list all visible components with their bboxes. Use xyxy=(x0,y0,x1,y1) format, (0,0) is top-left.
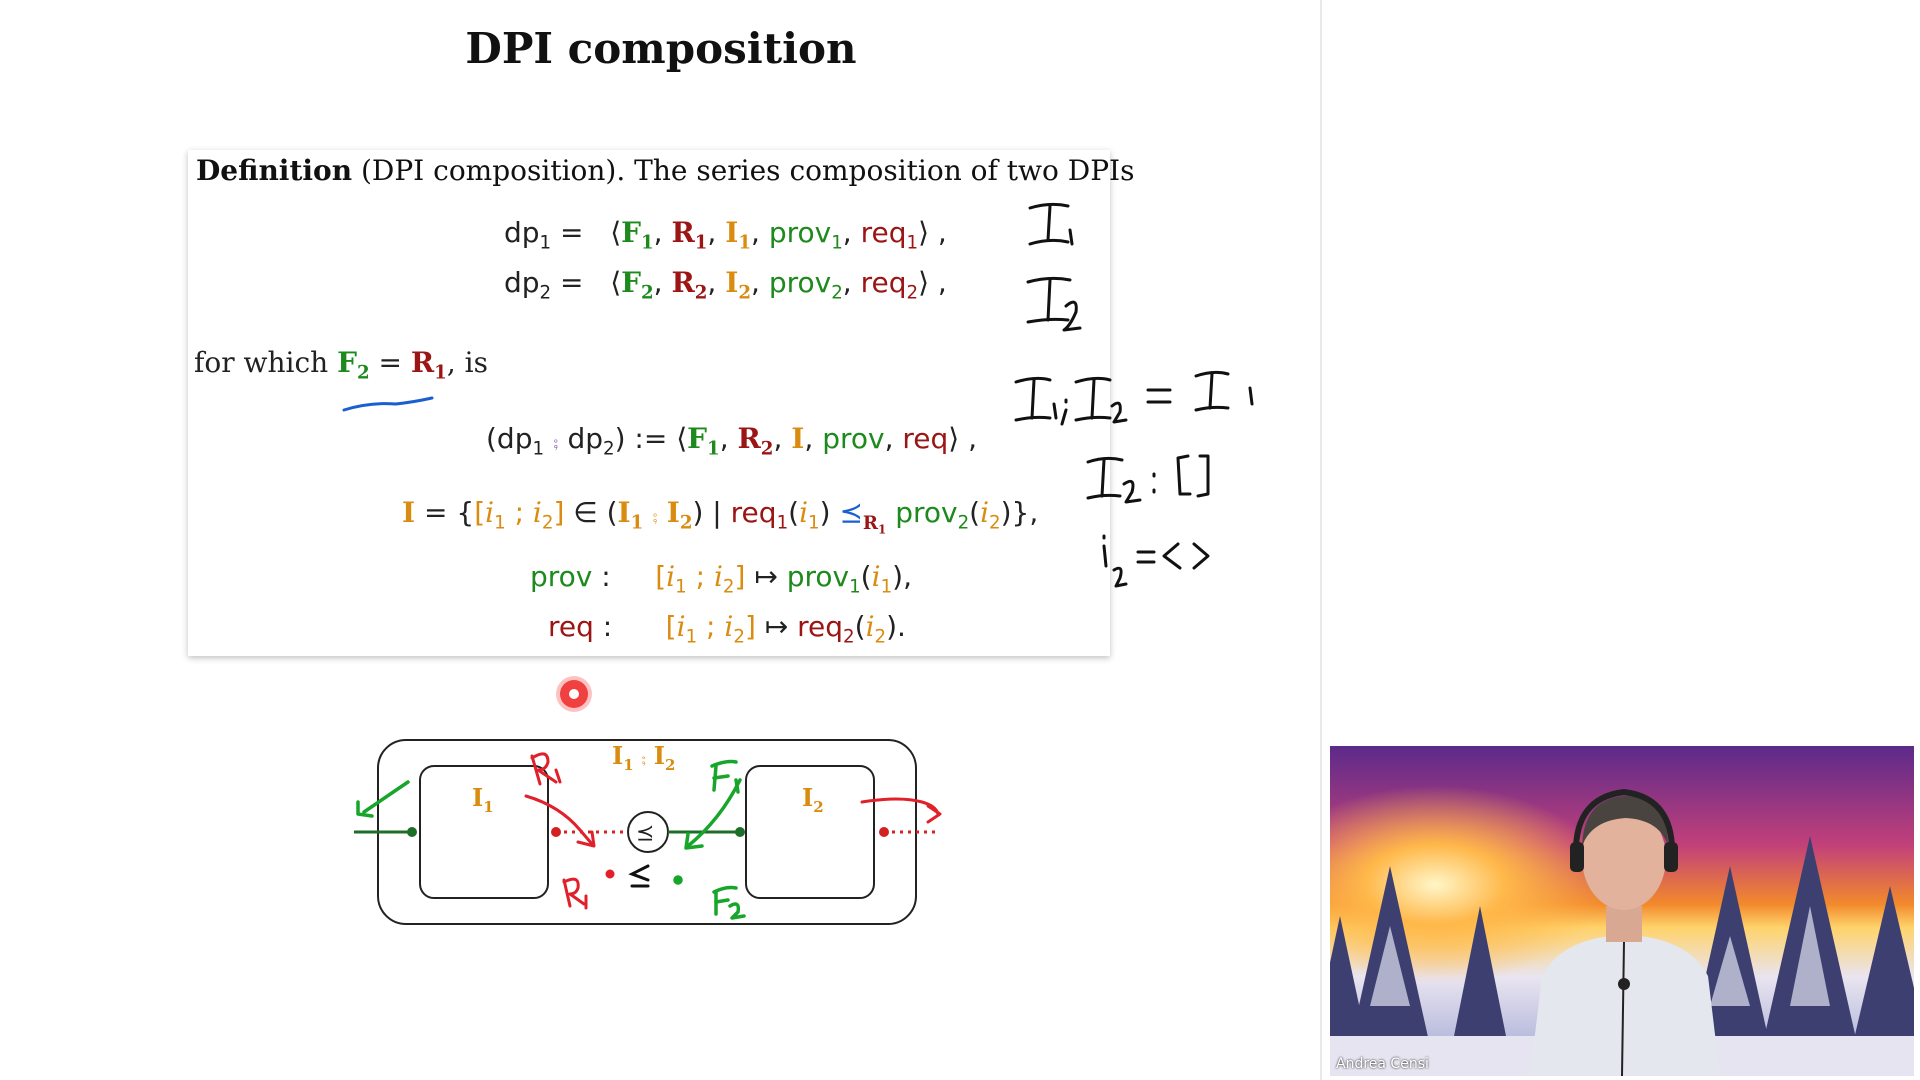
box-i1-label: I1 xyxy=(472,783,494,816)
implementation-set-definition: I = {[i1 ; i2] ∈ (I1 ⨾ I2) | req1(i1) ⪯R… xyxy=(402,496,1039,537)
ink-i2-tuple xyxy=(1102,534,1210,588)
dp2-definition: dp2 = ⟨F2, R2, I2, prov2, req2⟩ , xyxy=(504,266,947,304)
speaker-name: Andrea Censi xyxy=(1336,1056,1429,1072)
definition-heading: Definition (DPI composition). The series… xyxy=(196,154,1134,187)
definition-label: Definition xyxy=(196,154,353,187)
for-which-suffix: , is xyxy=(446,346,488,379)
box-i2 xyxy=(745,765,875,899)
composition-definition: (dp1 ⨾ dp2) := ⟨F1, R2, I, prov, req⟩ , xyxy=(486,422,978,460)
slide-title: DPI composition xyxy=(465,24,857,73)
prov-definition: prov : [i1 ; i2] ↦ prov1(i1), xyxy=(530,560,912,598)
dp1-definition: dp1 = ⟨F1, R1, I1, prov1, req1⟩ , xyxy=(504,216,947,254)
comparator-symbol: ⪯ xyxy=(636,821,654,846)
speaker-figure xyxy=(1530,788,1720,1076)
webcam-video: Andrea Censi xyxy=(1330,746,1914,1076)
slide: DPI composition Definition (DPI composit… xyxy=(188,24,1254,925)
definition-box: Definition (DPI composition). The series… xyxy=(188,150,1134,656)
laser-pointer xyxy=(560,680,588,708)
composite-label: I1 ⨾ I2 xyxy=(612,741,675,774)
box-i2-label: I2 xyxy=(802,783,824,816)
box-i1 xyxy=(419,765,549,899)
webcam-scene xyxy=(1330,746,1914,1076)
for-which-prefix: for which xyxy=(194,346,338,379)
definition-heading-text: (DPI composition). The series compositio… xyxy=(352,154,1135,187)
req-definition: req : [i1 ; i2] ↦ req2(i2). xyxy=(548,610,906,648)
for-which-condition: for which F2 = R1, is xyxy=(194,346,488,384)
composition-diagram: I1 I2 I1 ⨾ I2 ⪯ xyxy=(354,739,940,925)
